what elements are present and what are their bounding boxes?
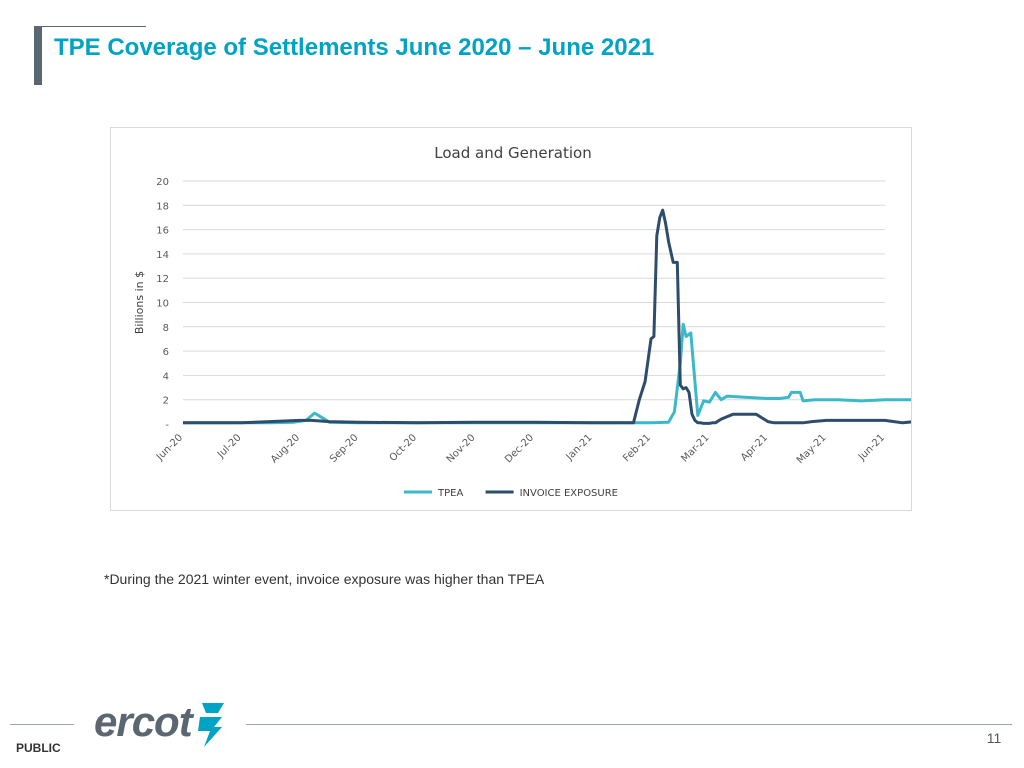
x-tick-label: Aug-20 <box>269 432 302 465</box>
legend-label: TPEA <box>437 488 463 499</box>
y-tick-label: 16 <box>156 226 169 237</box>
y-tick-labels: - 2 4 6 8 10 12 14 16 18 20 <box>156 177 169 431</box>
page-number: 11 <box>986 730 1002 746</box>
x-tick-label: Apr-21 <box>739 432 770 463</box>
x-tick-label: Jul-20 <box>215 432 244 461</box>
y-tick-label: 12 <box>156 274 169 285</box>
y-tick-label: 14 <box>156 250 169 261</box>
title-top-line <box>34 26 146 27</box>
x-tick-label: Jun-20 <box>154 432 185 463</box>
y-tick-label: 8 <box>163 323 169 334</box>
x-tick-label: Jun-21 <box>856 432 887 463</box>
footer-divider-left <box>10 724 74 725</box>
y-tick-label: 10 <box>156 299 169 310</box>
y-tick-label: 2 <box>163 396 169 407</box>
footer-divider-right <box>246 724 1012 725</box>
logo-wordmark: ercot <box>94 698 193 745</box>
x-tick-label: Dec-20 <box>503 432 536 465</box>
footnote: *During the 2021 winter event, invoice e… <box>104 571 545 587</box>
x-tick-label: May-21 <box>795 432 829 466</box>
chart-title: Load and Generation <box>434 144 591 162</box>
gridlines <box>183 180 885 401</box>
y-tick-label: - <box>165 420 169 431</box>
lightning-bolt-icon <box>198 703 224 747</box>
ercot-logo: ercot <box>94 697 234 755</box>
y-tick-label: 6 <box>163 347 169 358</box>
x-tick-label: Sep-20 <box>328 432 361 465</box>
title-accent-bar <box>34 26 42 85</box>
x-tick-label: Jan-21 <box>564 432 595 463</box>
legend-label: INVOICE EXPOSURE <box>520 488 618 499</box>
line-chart: Load and Generation Billions in $ - 2 4 6 8 1… <box>133 144 911 499</box>
legend: TPEA INVOICE EXPOSURE <box>404 488 618 499</box>
x-tick-labels: Jun-20 Jul-20 Aug-20 Sep-20 Oct-20 Nov-20 Dec-… <box>154 432 887 466</box>
slide-title: TPE Coverage of Settlements June 2020 – … <box>54 34 655 61</box>
chart-frame: Load and Generation Billions in $ - 2 4 6 8 1… <box>110 127 912 511</box>
x-tick-label: Feb-21 <box>621 432 653 464</box>
series-lines <box>183 208 911 425</box>
series-line <box>183 208 911 425</box>
x-tick-label: Nov-20 <box>445 432 478 465</box>
y-tick-label: 20 <box>156 177 169 188</box>
x-tick-label: Mar-21 <box>679 432 711 464</box>
x-tick-label: Oct-20 <box>388 432 420 464</box>
y-tick-label: 4 <box>163 371 169 382</box>
series-line <box>183 322 911 425</box>
y-axis-label: Billions in $ <box>133 271 146 334</box>
y-tick-label: 18 <box>156 201 169 212</box>
classification-label: PUBLIC <box>16 741 61 755</box>
